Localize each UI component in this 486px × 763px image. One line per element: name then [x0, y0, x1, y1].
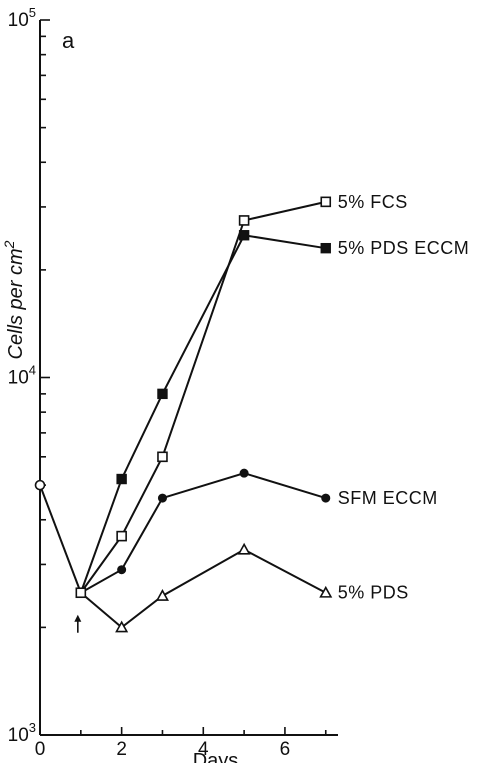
data-point: [238, 215, 250, 226]
x-tick-label: 2: [116, 739, 127, 760]
data-point: [321, 493, 331, 503]
data-point: [157, 493, 167, 503]
y-axis-label: Cells per cm2: [1, 240, 27, 359]
x-tick-label: 4: [198, 739, 209, 760]
arrow-icon: [74, 614, 82, 622]
data-point: [157, 451, 168, 463]
data-point: [116, 530, 127, 542]
initial-segment: [39, 484, 82, 594]
data-point: [320, 242, 331, 254]
y-tick-label: 103: [8, 720, 36, 746]
data-point: [237, 542, 251, 555]
y-tick-label: 104: [8, 363, 36, 389]
data-point: [155, 589, 170, 601]
x-axis-label: Days: [193, 750, 239, 763]
series-line: [80, 548, 327, 629]
y-tick-label: 105: [8, 5, 36, 31]
data-point: [117, 565, 127, 575]
data-point: [320, 196, 332, 208]
series-label: 5% PDS ECCM: [338, 238, 470, 258]
data-point: [238, 230, 250, 241]
data-point: [319, 585, 333, 598]
x-tick-label: 0: [35, 739, 46, 760]
data-point: [116, 473, 127, 485]
data-point: [157, 388, 168, 400]
data-point: [239, 468, 249, 478]
x-tick-label: 6: [280, 739, 291, 760]
panel-label: a: [62, 28, 75, 53]
data-point-initial: [34, 479, 46, 491]
data-point-start: [75, 587, 87, 599]
series-label: 5% FCS: [338, 192, 408, 212]
series-label: SFM ECCM: [338, 488, 438, 508]
series-label: 5% PDS: [338, 583, 409, 603]
data-point: [115, 620, 129, 633]
